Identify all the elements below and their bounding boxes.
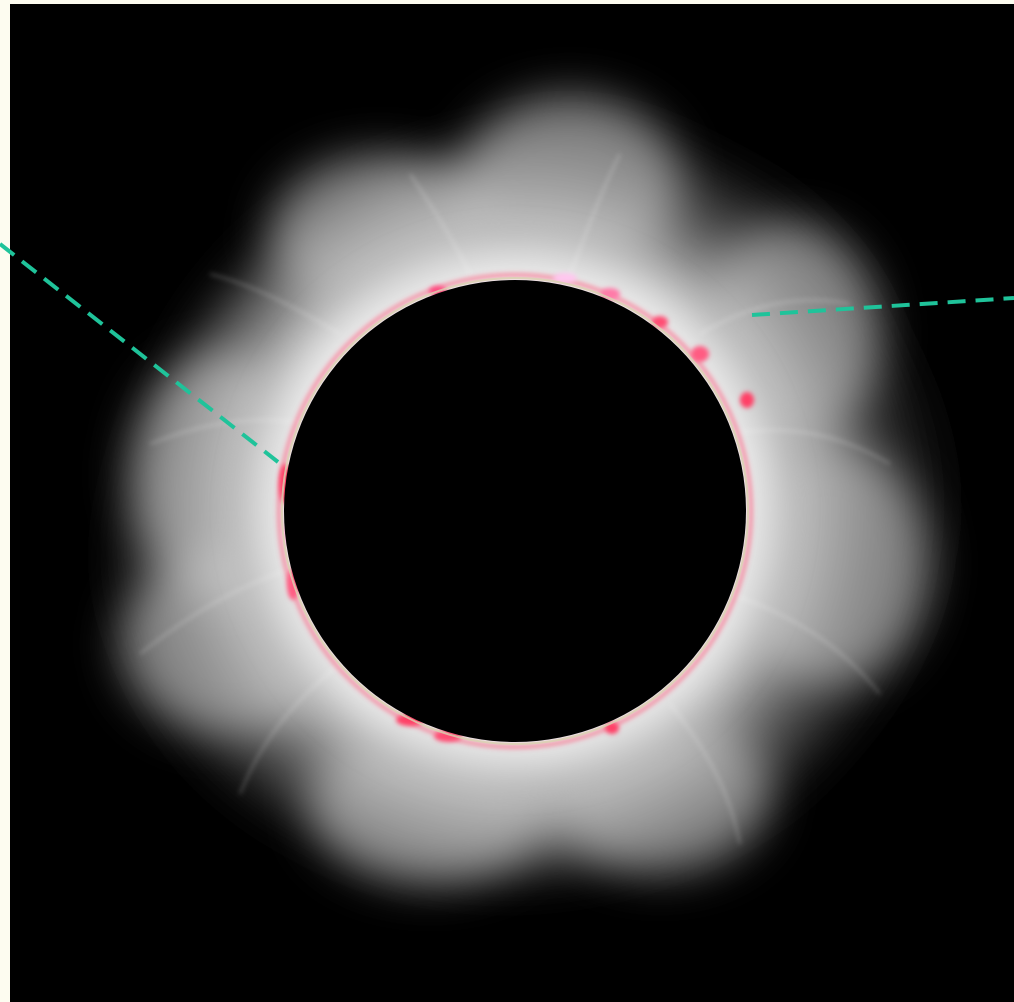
eclipse-photograph <box>10 4 1014 1002</box>
moon-disk <box>284 280 746 742</box>
lunar-limb <box>281 277 749 745</box>
eclipse-svg <box>10 4 1014 1002</box>
chromosphere-ring <box>277 273 753 749</box>
